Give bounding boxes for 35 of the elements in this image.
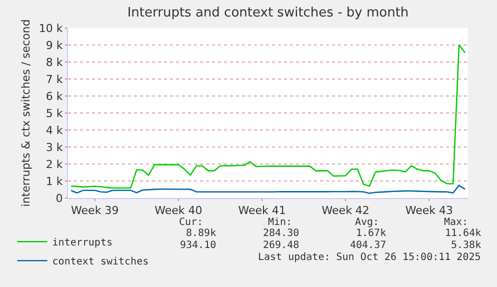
text: 8.89k: [186, 228, 216, 239]
y-tick-label: 6 k: [46, 90, 64, 103]
y-axis-title: interrupts & ctx switches / second: [20, 19, 33, 207]
y-tick-label: 1 k: [46, 174, 64, 188]
y-tick-label: 4 k: [46, 124, 64, 137]
text: Cur:: [179, 217, 204, 228]
y-tick-label: 5 k: [46, 106, 64, 120]
x-tick-label: Week 43: [405, 204, 454, 218]
text: 269.48: [263, 240, 300, 251]
y-tick-label: 0: [56, 192, 63, 205]
y-tick-label: 9 k: [46, 38, 64, 52]
legend-label: interrupts: [52, 238, 112, 249]
text: Min:: [268, 217, 292, 228]
text: 11.64k: [445, 228, 482, 239]
y-tick-label: 2 k: [46, 158, 64, 171]
x-tick-label: Week 41: [238, 204, 286, 218]
text: 934.10: [180, 240, 216, 251]
line-series: [70, 184, 466, 194]
text: Max:: [444, 217, 468, 228]
y-tick-label: 3 k: [46, 140, 64, 154]
y-tick-label: 8 k: [46, 56, 64, 69]
x-tick-label: Week 40: [154, 204, 202, 218]
chart-title: Interrupts and context switches - by month: [127, 6, 409, 21]
text: Avg:: [355, 217, 380, 228]
y-tick-label: 7 k: [46, 72, 64, 86]
text: 5.38k: [451, 240, 482, 251]
text: 404.37: [350, 240, 386, 251]
text: Last update: Sun Oct 26 15:00:11 2025: [258, 252, 481, 263]
x-tick-label: Week 42: [322, 204, 370, 218]
y-tick-label: 10 k: [38, 22, 64, 35]
line-series: [70, 44, 466, 189]
x-tick-label: Week 39: [71, 204, 119, 218]
text: 284.30: [263, 228, 300, 239]
legend-label: context switches: [52, 256, 149, 268]
text: 1.67k: [356, 228, 386, 239]
